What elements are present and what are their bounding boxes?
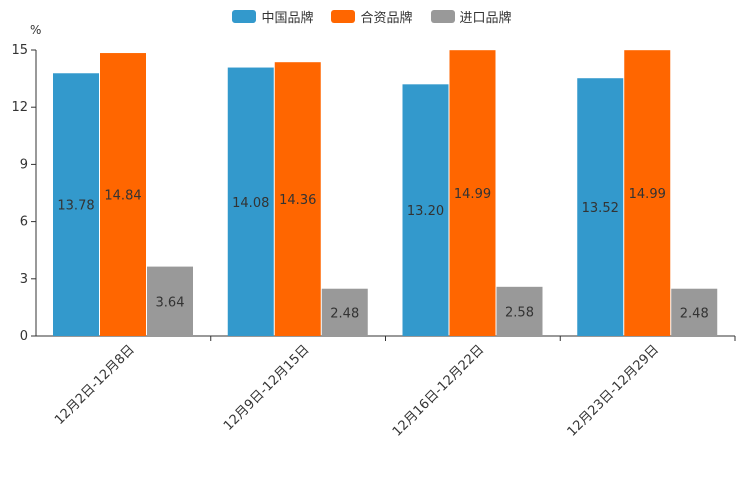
y-tick-label: 9 — [20, 157, 28, 172]
bar[interactable] — [496, 286, 543, 336]
y-tick-label: 0 — [20, 329, 28, 344]
legend-swatch-joint-venture-brand — [331, 10, 356, 23]
bar[interactable] — [402, 84, 449, 336]
x-tick-label: 12月9日-12月15日 — [221, 342, 313, 434]
legend-swatch-china-brand — [232, 10, 257, 23]
bar[interactable] — [624, 50, 671, 336]
bar-value-label: 14.99 — [629, 187, 666, 202]
bar[interactable] — [577, 78, 624, 337]
bar-value-label: 14.08 — [232, 196, 269, 211]
bar-value-label: 2.58 — [505, 305, 534, 320]
bar-value-label: 3.64 — [156, 295, 185, 310]
bar-value-label: 13.52 — [582, 201, 619, 216]
x-tick-label: 12月23日-12月29日 — [565, 342, 662, 439]
legend-label-joint-venture-brand: 合资品牌 — [360, 11, 413, 26]
bar-value-label: 2.48 — [680, 306, 709, 321]
bar[interactable] — [53, 73, 99, 337]
bar-value-label: 13.78 — [57, 199, 94, 214]
bar-value-label: 13.20 — [407, 204, 444, 219]
x-tick-label: 12月2日-12月8日 — [52, 342, 138, 428]
legend-label-china-brand: 中国品牌 — [261, 11, 314, 26]
bar[interactable] — [227, 67, 274, 337]
bar[interactable] — [147, 266, 193, 336]
legend-item-import-brand[interactable]: 进口品牌 — [430, 7, 512, 26]
legend-item-joint-venture-brand[interactable]: 合资品牌 — [331, 7, 413, 26]
legend-label-import-brand: 进口品牌 — [459, 11, 512, 26]
x-tick-label: 12月16日-12月22日 — [390, 342, 487, 439]
bar-value-label: 14.99 — [454, 187, 491, 202]
bar[interactable] — [449, 50, 496, 336]
y-tick-label: 3 — [20, 272, 28, 287]
legend: 中国品牌 合资品牌 进口品牌 — [0, 7, 744, 26]
legend-swatch-import-brand — [430, 10, 455, 23]
bar-value-label: 14.36 — [279, 193, 316, 208]
y-axis-unit-label: % — [30, 23, 41, 37]
bar[interactable] — [671, 288, 718, 336]
bar[interactable] — [321, 288, 368, 336]
bar[interactable] — [100, 53, 146, 337]
y-tick-label: 15 — [11, 43, 28, 58]
legend-item-china-brand[interactable]: 中国品牌 — [232, 7, 313, 26]
y-tick-label: 12 — [11, 100, 28, 115]
y-tick-label: 6 — [20, 215, 28, 230]
bar[interactable] — [274, 62, 321, 336]
bar-value-label: 14.84 — [104, 189, 141, 204]
bar-value-label: 2.48 — [330, 306, 359, 321]
